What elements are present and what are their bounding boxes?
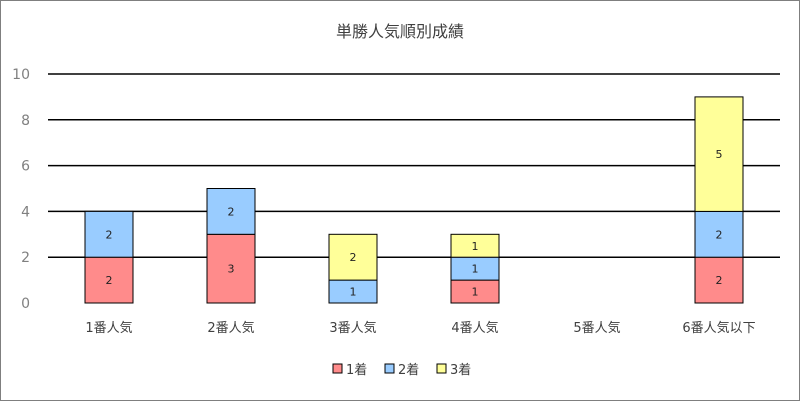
x-category-label: 3番人気: [329, 320, 376, 336]
y-tick-label: 0: [21, 296, 30, 312]
bar-segment: [84, 210, 134, 258]
bar-segment: [206, 188, 256, 235]
legend: 1着 2着 3着: [332, 362, 471, 378]
legend-label: 1着: [346, 362, 367, 378]
legend-swatch: [436, 363, 447, 374]
bar-segment: [84, 256, 134, 304]
y-axis-ticks: 0 2 4 6 8 10: [12, 67, 30, 312]
x-category-label: 1番人気: [85, 320, 132, 336]
x-category-label: 6番人気以下: [682, 320, 755, 336]
data-label: 2: [350, 251, 357, 264]
data-label: 5: [716, 148, 723, 161]
legend-label: 3着: [450, 362, 471, 378]
x-category-label: 4番人気: [451, 320, 498, 336]
y-tick-label: 4: [21, 204, 30, 220]
y-tick-label: 2: [21, 250, 30, 266]
data-label: 2: [228, 205, 235, 218]
data-label: 3: [228, 263, 235, 276]
bar-segment: [450, 233, 500, 258]
legend-swatch: [384, 363, 395, 374]
x-category-label: 5番人気: [573, 320, 620, 336]
data-label: 1: [472, 263, 479, 276]
y-tick-label: 10: [12, 67, 30, 83]
bars: 2 2 3 2 1 2 1 1 1 2 2 5: [84, 96, 744, 304]
y-tick-label: 8: [21, 113, 30, 129]
bar-segment: [694, 210, 744, 258]
data-label: 2: [106, 274, 113, 287]
data-label: 1: [472, 240, 479, 253]
x-category-label: 2番人気: [207, 320, 254, 336]
chart-title: 単勝人気順別成績: [336, 22, 464, 41]
x-axis-categories: 1番人気 2番人気 3番人気 4番人気 5番人気 6番人気以下: [85, 320, 755, 336]
legend-swatch: [332, 363, 343, 374]
bar-segment: [694, 96, 744, 212]
data-label: 1: [472, 286, 479, 299]
y-tick-label: 6: [21, 159, 30, 175]
data-label: 2: [106, 228, 113, 241]
data-label: 2: [716, 274, 723, 287]
data-label: 2: [716, 228, 723, 241]
data-label: 1: [350, 286, 357, 299]
bar-segment: [328, 233, 378, 281]
gridlines: [48, 73, 780, 258]
legend-label: 2着: [398, 362, 419, 378]
